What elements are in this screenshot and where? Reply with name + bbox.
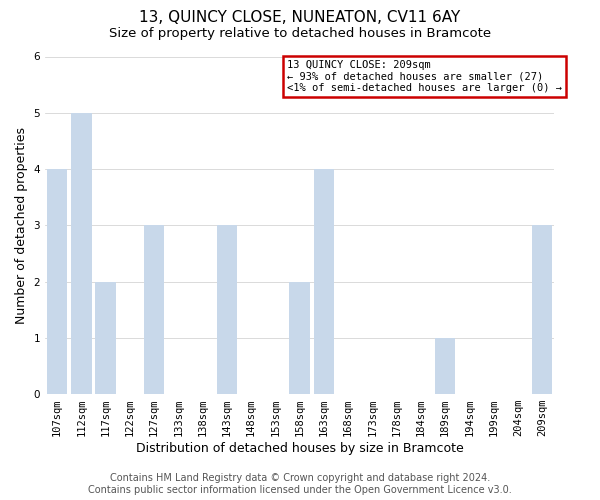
Bar: [217, 226, 237, 394]
Bar: [144, 226, 164, 394]
Text: Contains HM Land Registry data © Crown copyright and database right 2024.
Contai: Contains HM Land Registry data © Crown c…: [88, 474, 512, 495]
Bar: [532, 226, 553, 394]
Bar: [71, 113, 92, 394]
Y-axis label: Number of detached properties: Number of detached properties: [15, 127, 28, 324]
Bar: [435, 338, 455, 394]
X-axis label: Distribution of detached houses by size in Bramcote: Distribution of detached houses by size …: [136, 442, 463, 455]
Text: 13, QUINCY CLOSE, NUNEATON, CV11 6AY: 13, QUINCY CLOSE, NUNEATON, CV11 6AY: [139, 10, 461, 25]
Bar: [95, 282, 116, 394]
Text: 13 QUINCY CLOSE: 209sqm
← 93% of detached houses are smaller (27)
<1% of semi-de: 13 QUINCY CLOSE: 209sqm ← 93% of detache…: [287, 60, 562, 93]
Bar: [314, 169, 334, 394]
Bar: [289, 282, 310, 394]
Bar: [47, 169, 67, 394]
Text: Size of property relative to detached houses in Bramcote: Size of property relative to detached ho…: [109, 28, 491, 40]
